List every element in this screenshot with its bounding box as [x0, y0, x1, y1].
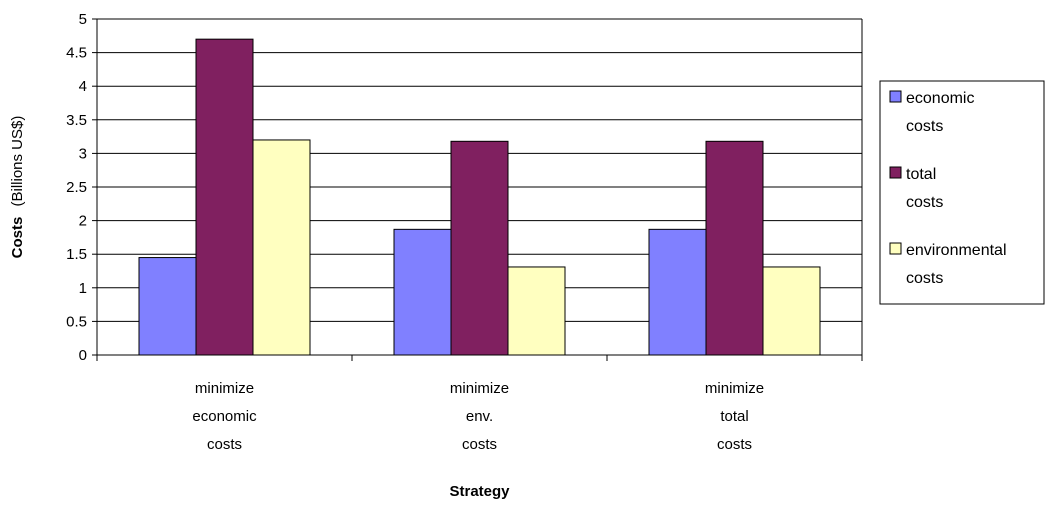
bar: [648, 228, 707, 356]
y-tick-label: 2: [79, 213, 87, 230]
bar: [195, 38, 254, 356]
bar: [507, 266, 566, 356]
legend-label: costs: [906, 270, 943, 287]
y-tick-label: 5: [79, 11, 87, 28]
bar: [393, 228, 452, 356]
axes: [92, 18, 863, 361]
y-axis-title-unit: (Billions US$): [9, 116, 26, 207]
legend-label: costs: [906, 118, 943, 135]
y-axis-title-bold: Costs: [9, 217, 26, 259]
legend-swatch: [889, 166, 902, 179]
x-category-label: minimize: [195, 380, 254, 397]
bar: [252, 139, 311, 356]
y-tick-label: 0.5: [66, 313, 87, 330]
y-tick-label: 3: [79, 145, 87, 162]
bar: [705, 140, 764, 356]
bar-group: [138, 38, 821, 356]
legend-label: economic: [906, 90, 974, 107]
legend-label: total: [906, 166, 936, 183]
bar: [450, 140, 509, 356]
y-tick-label: 0: [79, 347, 87, 364]
y-tick-labels: 0 0.5 1 1.5 2 2.5 3 3.5 4 4.5 5: [66, 11, 87, 364]
y-tick-label: 4.5: [66, 45, 87, 62]
bar: [762, 266, 821, 356]
legend-swatch: [889, 90, 902, 103]
legend: economic costs total costs environmental cost…: [879, 80, 1045, 305]
x-category-label: minimize: [450, 380, 509, 397]
y-tick-label: 4: [79, 78, 87, 95]
y-tick-label: 1.5: [66, 246, 87, 263]
x-category-label: total: [720, 408, 748, 425]
y-tick-label: 1: [79, 280, 87, 297]
legend-label: costs: [906, 194, 943, 211]
bar: [138, 257, 197, 356]
x-category-label: costs: [462, 436, 497, 453]
y-tick-label: 2.5: [66, 179, 87, 196]
legend-swatch: [889, 242, 902, 255]
x-category-labels: minimize economic costs minimize env. costs mi…: [192, 380, 764, 453]
x-category-label: minimize: [705, 380, 764, 397]
y-axis-title: Costs (Billions US$): [9, 116, 26, 259]
y-tick-label: 3.5: [66, 112, 87, 129]
x-category-label: env.: [466, 408, 493, 425]
x-category-label: costs: [207, 436, 242, 453]
x-category-label: costs: [717, 436, 752, 453]
legend-box: [879, 80, 1045, 305]
legend-label: environmental: [906, 242, 1007, 259]
x-category-label: economic: [192, 408, 257, 425]
x-axis-title: Strategy: [449, 483, 510, 500]
